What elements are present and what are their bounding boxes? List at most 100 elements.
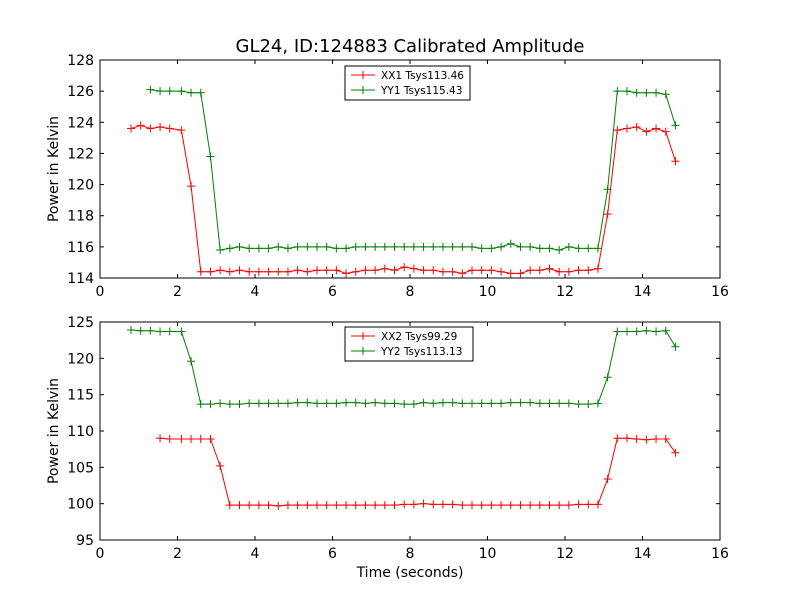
data-point	[477, 244, 486, 253]
data-point	[303, 501, 312, 510]
data-point	[642, 88, 651, 97]
data-point	[235, 242, 244, 251]
y-tick-label: 105	[67, 460, 94, 476]
data-point	[156, 434, 165, 443]
data-point	[555, 245, 564, 254]
legend: XX2 Tsys99.29 YY2 Tsys113.13	[344, 326, 474, 362]
y-tick-label: 110	[67, 424, 94, 440]
data-point	[506, 501, 515, 510]
data-point	[516, 398, 525, 407]
series-xx1	[127, 121, 680, 278]
data-point	[603, 474, 612, 483]
data-point	[245, 244, 254, 253]
data-point	[497, 242, 506, 251]
data-point	[642, 326, 651, 335]
data-point	[332, 501, 341, 510]
data-point	[448, 267, 457, 276]
data-point	[487, 501, 496, 510]
series-xx2	[156, 434, 680, 510]
data-point	[351, 398, 360, 407]
data-point	[419, 499, 428, 508]
data-point	[506, 239, 515, 248]
data-point	[497, 399, 506, 408]
data-point	[322, 399, 331, 408]
data-point	[196, 434, 205, 443]
data-point	[206, 152, 215, 161]
data-point	[671, 342, 680, 351]
data-point	[351, 501, 360, 510]
data-point	[661, 326, 670, 335]
data-point	[584, 266, 593, 275]
data-point	[535, 399, 544, 408]
data-point	[448, 242, 457, 251]
data-point	[419, 242, 428, 251]
legend-box	[344, 326, 474, 362]
data-point	[187, 434, 196, 443]
data-point	[177, 327, 186, 336]
data-point	[156, 122, 165, 131]
data-point	[380, 264, 389, 273]
data-point	[380, 242, 389, 251]
data-point	[371, 398, 380, 407]
legend-marker	[359, 86, 367, 94]
data-point	[196, 88, 205, 97]
x-tick-label: 4	[251, 284, 260, 300]
data-point	[409, 500, 418, 509]
data-point	[429, 242, 438, 251]
data-point	[127, 325, 135, 334]
data-point	[390, 399, 399, 408]
data-point	[390, 501, 399, 510]
data-point	[313, 242, 321, 251]
data-point	[313, 501, 321, 510]
data-point	[468, 501, 476, 510]
data-point	[448, 500, 457, 509]
data-point	[371, 242, 380, 251]
data-point	[225, 244, 234, 253]
data-point	[283, 501, 292, 510]
data-point	[332, 244, 341, 253]
data-point	[216, 266, 225, 275]
data-point	[254, 399, 263, 408]
data-point	[671, 448, 680, 457]
x-tick-label: 14	[634, 284, 652, 300]
data-point	[661, 90, 670, 99]
data-point	[545, 244, 554, 253]
legend-marker	[359, 71, 367, 79]
data-point	[235, 266, 244, 275]
data-point	[342, 244, 351, 253]
y-tick-label: 95	[76, 533, 94, 549]
data-point	[361, 266, 370, 275]
data-point	[225, 400, 234, 409]
data-point	[632, 327, 641, 336]
x-tick-label: 12	[556, 284, 574, 300]
x-tick-label: 2	[173, 546, 182, 562]
data-point	[206, 400, 215, 409]
y-tick-label: 126	[67, 84, 94, 100]
data-point	[400, 500, 409, 509]
y-tick-label: 118	[67, 209, 94, 225]
data-point	[623, 124, 631, 133]
data-point	[293, 501, 302, 510]
data-point	[254, 267, 263, 276]
data-point	[196, 400, 205, 409]
data-point	[593, 399, 602, 408]
data-point	[283, 267, 292, 276]
data-point	[361, 399, 370, 408]
data-point	[429, 399, 438, 408]
bottom-chart-panel: 0 2 4 6 8 10 12 14 16 95 100 105 110 115 120 125 Power i…	[46, 315, 729, 581]
data-point	[127, 124, 135, 133]
data-point	[652, 327, 661, 336]
data-point	[165, 124, 174, 133]
data-point	[400, 263, 409, 272]
data-point	[487, 266, 496, 275]
data-point	[564, 267, 573, 276]
data-point	[177, 126, 186, 135]
data-point	[506, 398, 515, 407]
legend-entry-label: YY1 Tsys115.43	[380, 85, 462, 97]
data-point	[303, 267, 312, 276]
y-tick-label: 124	[67, 115, 94, 131]
x-tick-label: 16	[711, 284, 729, 300]
y-tick-label: 116	[67, 240, 94, 256]
data-point	[477, 266, 486, 275]
